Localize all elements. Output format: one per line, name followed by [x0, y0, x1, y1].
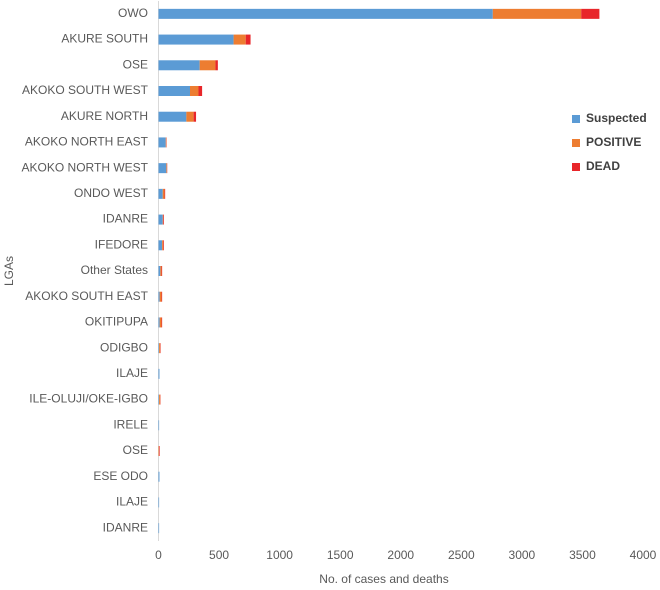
- bar-segment: [159, 317, 162, 328]
- bar-segment: [581, 8, 600, 19]
- legend-swatch: [572, 115, 580, 123]
- bar-segment: [215, 60, 218, 71]
- bar-segment: [161, 317, 163, 328]
- legend-label: DEAD: [586, 159, 620, 173]
- x-tick-label: 3500: [569, 548, 596, 562]
- y-tick-label: ILE-OLUJI/OKE-IGBO: [29, 392, 148, 406]
- bar-segment: [158, 523, 160, 534]
- legend-swatch: [572, 163, 580, 171]
- y-tick-label: IDANRE: [103, 520, 148, 534]
- x-tick-label: 2500: [448, 548, 475, 562]
- y-tick-label: IDANRE: [103, 212, 148, 226]
- y-axis-title: LGAs: [2, 256, 16, 286]
- bar-segment: [158, 291, 160, 302]
- bar-segment: [165, 137, 167, 148]
- bar-segment: [162, 240, 164, 251]
- bar-segment: [160, 266, 162, 276]
- bar-segment: [158, 111, 187, 122]
- bar-segment: [158, 343, 160, 354]
- y-tick-label: OKITIPUPA: [85, 315, 148, 329]
- bar-segment: [158, 60, 200, 71]
- y-tick-label: AKOKO SOUTH WEST: [22, 83, 149, 97]
- y-tick-label: AKOKO NORTH WEST: [22, 160, 149, 174]
- bar-segment: [162, 214, 164, 225]
- bar-segment: [158, 420, 160, 431]
- y-tick-label: ILAJE: [116, 366, 148, 380]
- bar-segment: [163, 240, 164, 251]
- bar-segment: [158, 188, 163, 199]
- bar-segment: [163, 214, 164, 225]
- legend-label: Suspected: [586, 111, 647, 125]
- bar-segment: [159, 394, 161, 405]
- bar-segment: [189, 86, 199, 96]
- bar-segment: [158, 394, 160, 405]
- bar-segment: [186, 111, 194, 122]
- y-tick-label: IFEDORE: [95, 237, 148, 251]
- legend-swatch: [572, 139, 580, 147]
- y-tick-label: OWO: [118, 6, 148, 20]
- x-tick-label: 1500: [327, 548, 354, 562]
- x-tick-label: 3000: [509, 548, 536, 562]
- bar-segment: [158, 368, 160, 379]
- y-tick-label: ILAJE: [116, 495, 148, 509]
- bar-segment: [158, 8, 493, 19]
- bar-segment: [158, 240, 163, 251]
- y-tick-label: Other States: [81, 263, 148, 277]
- bar-segment: [158, 34, 234, 45]
- bar-segment: [162, 188, 165, 199]
- y-tick-label: OSE: [123, 57, 148, 71]
- y-tick-label: ODIGBO: [100, 340, 148, 354]
- x-tick-label: 2000: [387, 548, 414, 562]
- bar-segment: [166, 163, 167, 174]
- y-tick-label: ESE ODO: [93, 469, 148, 483]
- bar-segment: [158, 497, 160, 508]
- y-tick-label: AKOKO SOUTH EAST: [25, 289, 148, 303]
- x-tick-label: 500: [209, 548, 229, 562]
- bar-segment: [158, 163, 167, 174]
- bar-segment: [245, 34, 251, 45]
- x-tick-label: 1000: [266, 548, 293, 562]
- bar-segment: [161, 291, 163, 302]
- bar-segment: [158, 266, 161, 276]
- x-tick-label: 4000: [630, 548, 657, 562]
- y-tick-label: OSE: [123, 443, 148, 457]
- bar-segment: [158, 446, 160, 456]
- bar-segment: [492, 8, 582, 19]
- x-tick-label: 0: [155, 548, 162, 562]
- legend-label: POSITIVE: [586, 135, 641, 149]
- y-tick-label: AKURE SOUTH: [61, 32, 148, 46]
- bar-segment: [161, 266, 163, 276]
- y-tick-label: AKOKO NORTH EAST: [25, 135, 149, 149]
- bar-segment: [158, 137, 166, 148]
- bar-segment: [199, 60, 216, 71]
- y-tick-label: ONDO WEST: [74, 186, 149, 200]
- bar-segment: [158, 86, 190, 96]
- y-tick-label: IRELE: [113, 417, 148, 431]
- bar-segment: [158, 471, 160, 482]
- bar-segment: [193, 111, 197, 122]
- bar-segment: [158, 317, 160, 328]
- y-tick-label: AKURE NORTH: [61, 109, 148, 123]
- bar-segment: [159, 446, 160, 456]
- legend: Suspected POSITIVE DEAD: [572, 111, 647, 173]
- x-axis-title: No. of cases and deaths: [319, 572, 448, 586]
- bar-segment: [159, 343, 161, 354]
- bar-segment: [159, 291, 162, 302]
- bar-segment: [198, 86, 203, 96]
- bar-segment: [164, 188, 166, 199]
- bar-segment: [158, 214, 163, 225]
- bar-segment: [233, 34, 246, 45]
